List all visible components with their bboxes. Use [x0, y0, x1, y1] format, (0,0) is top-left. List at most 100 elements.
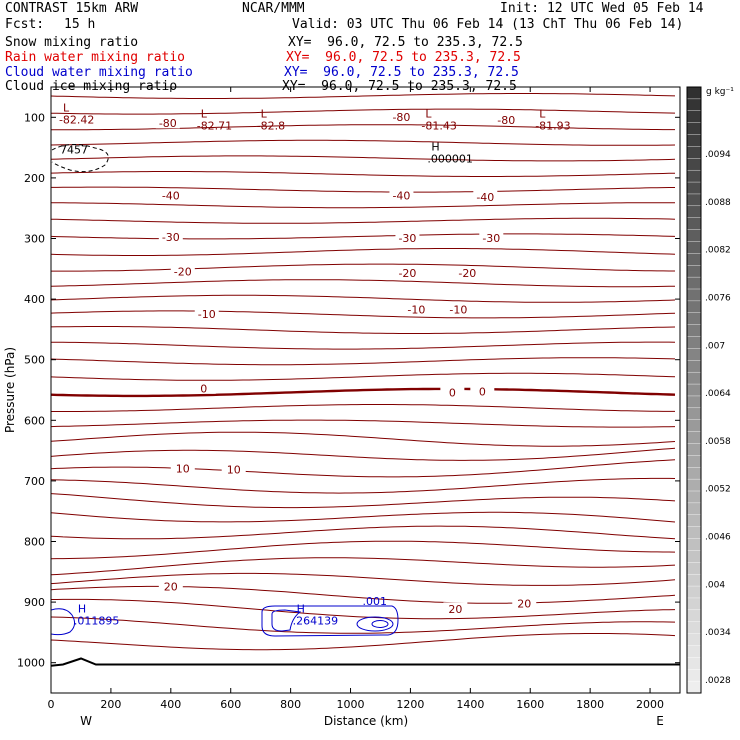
colorbar: .0094 .0088 .0082 .0076 .007 .0064 .0058 .0052.…	[686, 86, 731, 694]
extremum-value: .264139	[293, 614, 339, 627]
x-tick-label: 1600	[516, 698, 544, 711]
model-title: CONTRAST 15km ARW	[5, 1, 139, 16]
contour-label: -20	[398, 267, 416, 280]
cloud-water-contour-outer	[261, 605, 399, 637]
contour-label-bg	[470, 384, 495, 397]
feature-label: .001	[363, 595, 388, 608]
colorbar-cell	[686, 146, 702, 159]
isotherm-line	[51, 233, 676, 240]
x-axis-label: Distance (km)	[324, 714, 408, 728]
field-name-cloud-water: Cloud water mixing ratio	[5, 65, 193, 80]
x-tick-label: 400	[160, 698, 181, 711]
extremum-symbol: L	[201, 107, 208, 120]
contour-label-bg	[443, 602, 468, 615]
contour-label-bg	[158, 230, 183, 243]
field-name-snow: Snow mixing ratio	[5, 35, 139, 50]
y-tick-label: 100	[24, 111, 45, 124]
colorbar-cell	[686, 336, 702, 350]
isotherm-line	[51, 124, 675, 131]
colorbar-cell	[686, 597, 702, 611]
temperature-contours	[51, 93, 680, 667]
x-axis-east-label: E	[656, 714, 664, 728]
colorbar-tick-label: .004	[705, 580, 725, 590]
contour-label-bg	[389, 189, 414, 202]
contour-label: 0	[449, 387, 456, 400]
x-tick-label: 1400	[456, 698, 484, 711]
y-tick-label: 800	[24, 536, 45, 549]
colorbar-cell	[686, 181, 702, 195]
extremum-symbol: L	[425, 107, 432, 120]
colorbar-cell	[686, 158, 702, 171]
colorbar-cell	[686, 348, 702, 361]
contour-label: -10	[198, 308, 216, 321]
isotherm-line	[51, 493, 676, 509]
isotherm-line	[51, 202, 675, 209]
colorbar-tick-label: .0094	[705, 150, 731, 160]
colorbar-cell	[686, 585, 702, 599]
colorbar-tick-label: .0046	[705, 533, 731, 543]
y-tick-label: 400	[24, 293, 45, 306]
contour-label: -10	[407, 304, 425, 317]
isotherm-line	[51, 171, 676, 177]
contour-label: 20	[164, 580, 178, 593]
colorbar-cell	[686, 324, 702, 338]
extremum-symbol: L	[261, 107, 268, 120]
isotherm-line	[51, 633, 676, 651]
fcst-value: 15 h	[64, 17, 96, 32]
x-tick-label: 800	[280, 698, 301, 711]
extremum-value: .011895	[74, 614, 120, 627]
contour-label: -30	[398, 232, 416, 245]
cloud-water-contour-inner-left	[271, 609, 302, 632]
isotherm-line	[51, 598, 676, 620]
colorbar-cell	[686, 86, 702, 100]
colorbar-cell	[686, 669, 702, 682]
contour-label-bg	[158, 189, 183, 202]
contour-label-bg	[512, 596, 537, 609]
cloud-water-contour-inner-right	[356, 616, 394, 632]
isotherm-line	[51, 511, 676, 523]
colorbar-cell	[686, 229, 702, 243]
isotherm-line	[51, 585, 676, 604]
contour-label-bg	[395, 231, 420, 244]
colorbar-cell	[686, 253, 702, 266]
colorbar-tick-label: .0052	[705, 485, 731, 495]
contour-label-bg	[404, 303, 429, 316]
extremum-symbol: L	[539, 107, 546, 120]
colorbar-cell	[686, 478, 702, 492]
contour-label: -10	[449, 304, 467, 317]
colorbar-units: g kg⁻¹	[706, 87, 734, 97]
contour-label-bg	[221, 462, 246, 475]
center-title: NCAR/MMM	[242, 1, 305, 16]
isotherm-line	[51, 525, 676, 540]
isotherm-line	[51, 341, 676, 350]
contour-label: -20	[174, 265, 192, 278]
isotherm-line	[51, 279, 676, 288]
y-axis-label: Pressure (hPa)	[3, 347, 17, 433]
isotherm-line	[51, 447, 676, 461]
fcst-label: Fcst:	[5, 17, 45, 32]
colorbar-tick-label: .0064	[705, 389, 731, 399]
extremum-symbol: H	[297, 602, 305, 615]
x-tick-label: 1000	[337, 698, 365, 711]
y-tick-label: 600	[24, 414, 45, 427]
contour-label-bg	[194, 307, 219, 320]
colorbar-tick-label: .0028	[705, 676, 731, 686]
contour-label: -20	[458, 267, 476, 280]
colorbar-cell	[686, 550, 702, 563]
extremum-value: -82.8	[257, 119, 285, 132]
init-time: Init: 12 UTC Wed 05 Feb 14	[500, 1, 704, 16]
contour-label-bg	[155, 116, 180, 129]
colorbar-cell	[686, 573, 702, 587]
contour-label-bg	[455, 266, 480, 279]
zero-isotherm	[51, 387, 676, 398]
x-tick-label: 0	[48, 698, 55, 711]
colorbar-cell	[686, 110, 702, 124]
contour-label: -30	[162, 231, 180, 244]
contour-label: -40	[392, 190, 410, 203]
contour-labels: -80 -80 -80 -40 -40 -40 -30 -30 -30 -20 -20 -20 -10 -…	[59, 101, 571, 627]
extremum-symbol: H	[78, 602, 86, 615]
x-axis: 0 200 400 600 800 1000 1200 1400 1600 1800 2000	[48, 87, 664, 711]
cloud-water-contour-west	[51, 608, 76, 636]
isotherm-line	[51, 310, 676, 319]
